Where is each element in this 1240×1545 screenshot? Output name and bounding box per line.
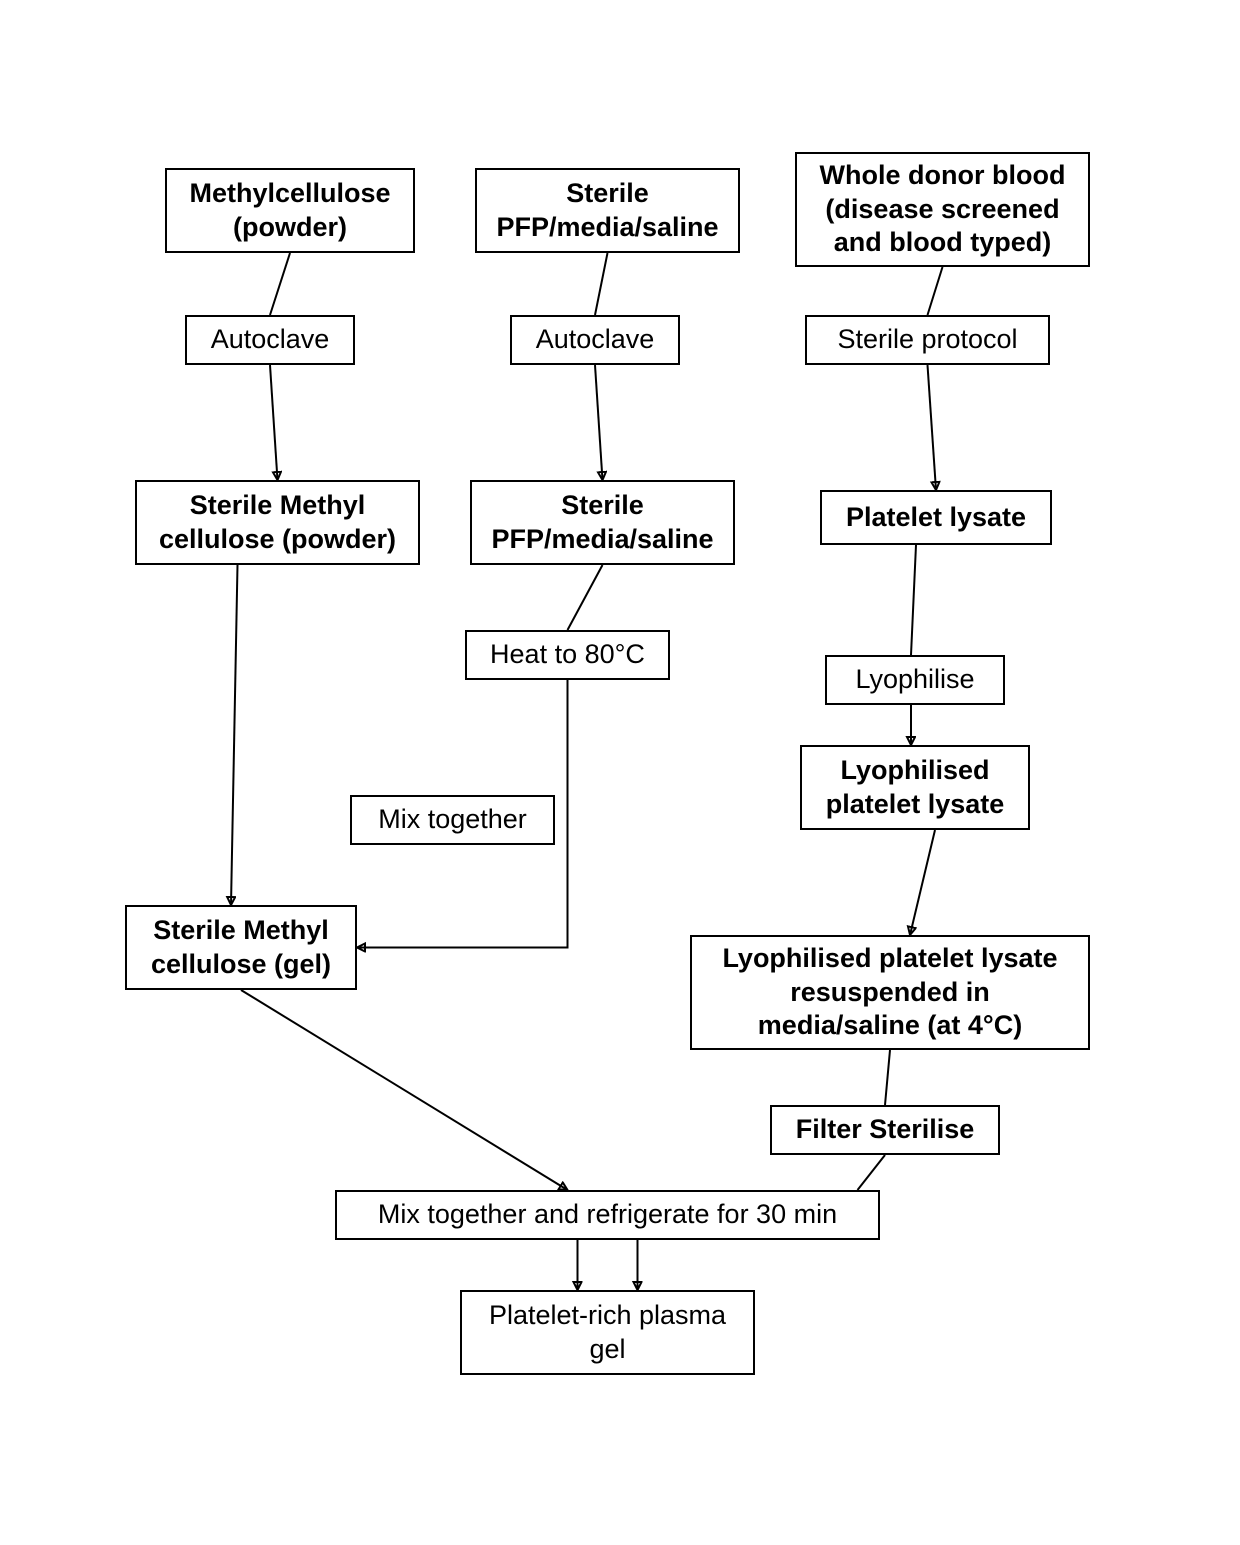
flowchart-node-label: Platelet-rich plasmagel: [489, 1299, 726, 1367]
flowchart-node-n10: Heat to 80°C: [465, 630, 670, 680]
flowchart-node-label: Autoclave: [211, 323, 330, 357]
flowchart-edge: [270, 365, 278, 480]
flowchart-node-n6: Sterile protocol: [805, 315, 1050, 365]
flowchart-node-n3: Whole donor blood(disease screenedand bl…: [795, 152, 1090, 267]
flowchart-node-n18: Platelet-rich plasmagel: [460, 1290, 755, 1375]
flowchart-node-n9: Platelet lysate: [820, 490, 1052, 545]
flowchart-edge: [241, 990, 568, 1190]
flowchart-node-label: Sterile protocol: [837, 323, 1017, 357]
flowchart-node-label: Whole donor blood(disease screenedand bl…: [820, 159, 1066, 260]
flowchart-node-label: Sterile Methylcellulose (gel): [151, 914, 331, 982]
flowchart-edge: [928, 365, 937, 490]
flowchart-node-n12: Lyophilisedplatelet lysate: [800, 745, 1030, 830]
flowchart-node-label: Platelet lysate: [846, 501, 1026, 535]
flowchart-node-n15: Lyophilised platelet lysateresuspended i…: [690, 935, 1090, 1050]
flowchart-node-label: Methylcellulose(powder): [189, 177, 390, 245]
flowchart-edge: [270, 253, 290, 315]
flowchart-node-n2: SterilePFP/media/saline: [475, 168, 740, 253]
flowchart-node-label: Sterile Methylcellulose (powder): [159, 489, 396, 557]
flowchart-edge: [568, 565, 603, 630]
flowchart-node-label: Mix together and refrigerate for 30 min: [378, 1198, 837, 1232]
flowchart-node-n1: Methylcellulose(powder): [165, 168, 415, 253]
flowchart-node-n8: SterilePFP/media/saline: [470, 480, 735, 565]
flowchart-edge: [911, 545, 916, 655]
flowchart-node-label: Lyophilised platelet lysateresuspended i…: [722, 942, 1057, 1043]
flowchart-edge: [595, 365, 603, 480]
flowchart-node-n13: Mix together: [350, 795, 555, 845]
flowchart-node-n14: Sterile Methylcellulose (gel): [125, 905, 357, 990]
flowchart-node-n16: Filter Sterilise: [770, 1105, 1000, 1155]
flowchart-node-label: Autoclave: [536, 323, 655, 357]
flowchart-node-label: Mix together: [378, 803, 527, 837]
flowchart-edge: [595, 253, 608, 315]
flowchart-edge: [910, 830, 935, 935]
flowchart-edge: [858, 1155, 886, 1190]
flowchart-node-n5: Autoclave: [510, 315, 680, 365]
flowchart-node-label: Filter Sterilise: [796, 1113, 975, 1147]
flowchart-node-label: Heat to 80°C: [490, 638, 645, 672]
flowchart-node-label: Lyophilise: [855, 663, 974, 697]
flowchart-edge: [231, 565, 238, 905]
flowchart-node-n17: Mix together and refrigerate for 30 min: [335, 1190, 880, 1240]
flowchart-edge: [928, 267, 943, 315]
flowchart-node-label: SterilePFP/media/saline: [496, 177, 718, 245]
flowchart-edge: [885, 1050, 890, 1105]
flowchart-node-n7: Sterile Methylcellulose (powder): [135, 480, 420, 565]
flowchart-node-label: SterilePFP/media/saline: [491, 489, 713, 557]
flowchart-node-n11: Lyophilise: [825, 655, 1005, 705]
flowchart-node-n4: Autoclave: [185, 315, 355, 365]
flowchart-node-label: Lyophilisedplatelet lysate: [826, 754, 1005, 822]
